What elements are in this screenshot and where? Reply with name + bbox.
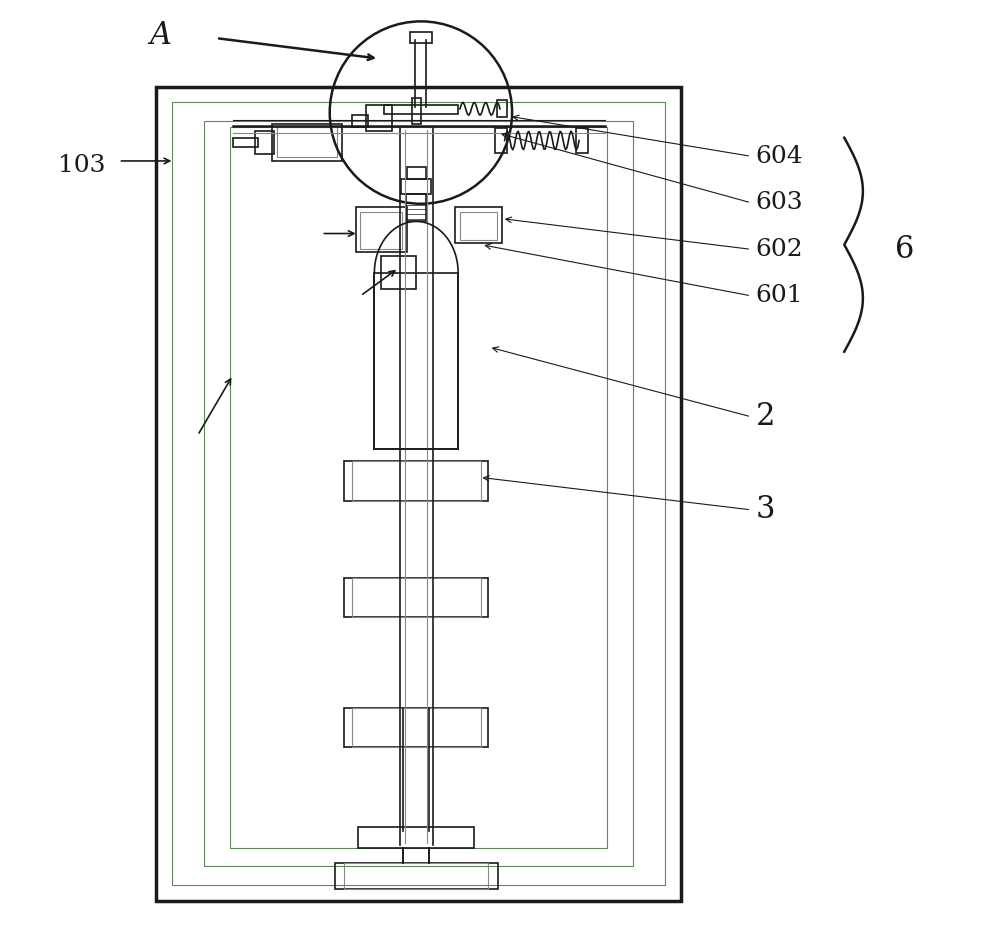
Bar — [381, 256, 416, 289]
Bar — [358, 827, 474, 848]
Bar — [204, 121, 633, 866]
Bar — [335, 863, 498, 889]
Bar — [374, 272, 458, 449]
Bar — [356, 208, 407, 252]
Text: 601: 601 — [756, 285, 803, 307]
Bar — [230, 126, 607, 848]
Bar — [344, 461, 488, 501]
Bar — [352, 461, 481, 501]
Text: 602: 602 — [756, 238, 803, 261]
Text: 603: 603 — [756, 191, 803, 214]
Bar — [495, 128, 507, 153]
Bar — [410, 32, 432, 43]
Text: A: A — [149, 20, 171, 51]
Bar — [233, 138, 258, 147]
Bar — [412, 97, 421, 124]
Bar — [366, 105, 392, 131]
Bar — [277, 127, 337, 157]
Text: 3: 3 — [756, 494, 775, 525]
Bar — [401, 179, 431, 194]
Text: 103: 103 — [58, 154, 105, 177]
Text: 6: 6 — [895, 234, 914, 265]
Bar — [344, 578, 488, 617]
Bar — [406, 194, 426, 222]
Bar — [156, 86, 681, 900]
Bar — [272, 124, 342, 161]
Text: 604: 604 — [756, 145, 803, 168]
Bar — [460, 212, 497, 240]
Bar — [407, 168, 426, 179]
Bar — [455, 208, 502, 242]
Bar — [352, 708, 481, 747]
Bar — [576, 128, 588, 153]
Bar — [497, 100, 507, 117]
Bar — [384, 105, 458, 114]
Bar — [352, 115, 368, 126]
Bar — [360, 212, 402, 249]
Bar — [172, 102, 665, 885]
Text: 2: 2 — [756, 402, 775, 432]
Bar — [344, 863, 488, 889]
Bar — [255, 131, 274, 154]
Bar — [344, 708, 488, 747]
Bar — [352, 578, 481, 617]
